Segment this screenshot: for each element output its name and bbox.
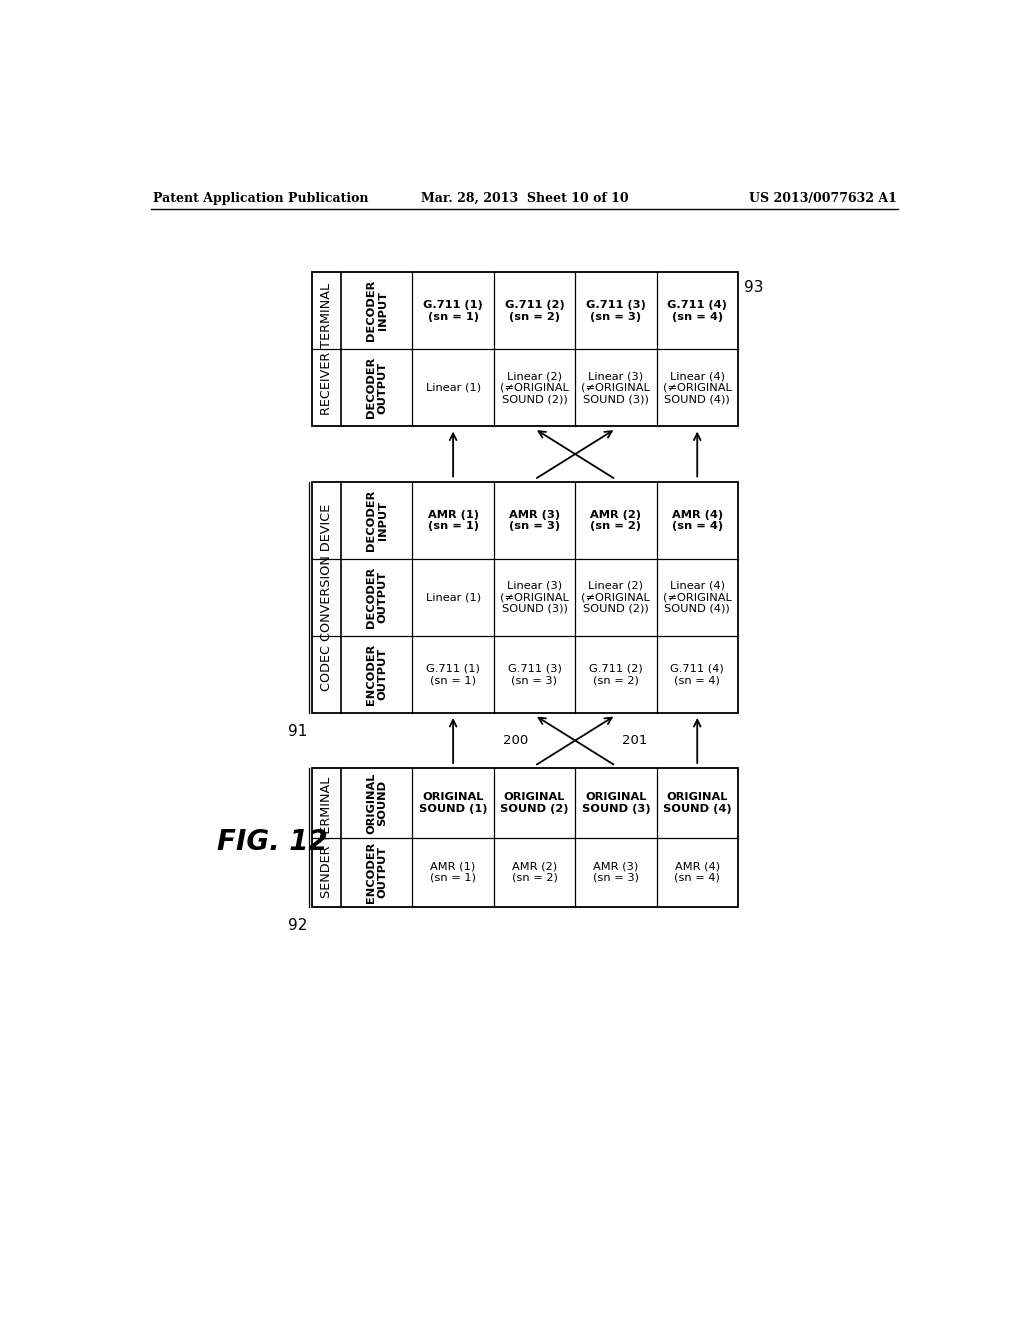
Text: AMR (1)
(sn = 1): AMR (1) (sn = 1)	[430, 862, 476, 883]
Text: AMR (2)
(sn = 2): AMR (2) (sn = 2)	[591, 510, 641, 531]
Text: Mar. 28, 2013  Sheet 10 of 10: Mar. 28, 2013 Sheet 10 of 10	[421, 191, 629, 205]
Text: ENCODER
OUTPUT: ENCODER OUTPUT	[366, 644, 387, 705]
Text: G.711 (2)
(sn = 2): G.711 (2) (sn = 2)	[505, 300, 564, 322]
Text: 92: 92	[289, 919, 308, 933]
Text: AMR (4)
(sn = 4): AMR (4) (sn = 4)	[674, 862, 720, 883]
Text: 201: 201	[622, 734, 647, 747]
Text: 93: 93	[744, 280, 764, 296]
Text: Linear (1): Linear (1)	[426, 383, 480, 393]
Text: ORIGINAL
SOUND (3): ORIGINAL SOUND (3)	[582, 792, 650, 813]
Text: Linear (3)
(≠ORIGINAL
SOUND (3)): Linear (3) (≠ORIGINAL SOUND (3))	[582, 371, 650, 404]
Text: US 2013/0077632 A1: US 2013/0077632 A1	[749, 191, 897, 205]
Text: DECODER
OUTPUT: DECODER OUTPUT	[366, 358, 387, 418]
Bar	[311, 768, 738, 907]
Text: DECODER
OUTPUT: DECODER OUTPUT	[366, 566, 387, 628]
Text: G.711 (1)
(sn = 1): G.711 (1) (sn = 1)	[426, 664, 480, 685]
Text: 91: 91	[289, 725, 308, 739]
Text: AMR (4)
(sn = 4): AMR (4) (sn = 4)	[672, 510, 723, 531]
Bar	[311, 482, 738, 713]
Text: ORIGINAL
SOUND (1): ORIGINAL SOUND (1)	[419, 792, 487, 813]
Text: G.711 (1)
(sn = 1): G.711 (1) (sn = 1)	[423, 300, 483, 322]
Text: AMR (1)
(sn = 1): AMR (1) (sn = 1)	[428, 510, 478, 531]
Text: AMR (2)
(sn = 2): AMR (2) (sn = 2)	[512, 862, 557, 883]
Text: SENDER TERMINAL: SENDER TERMINAL	[319, 777, 333, 898]
Text: 200: 200	[503, 734, 528, 747]
Text: RECEIVER TERMINAL: RECEIVER TERMINAL	[319, 284, 333, 416]
Text: Linear (3)
(≠ORIGINAL
SOUND (3)): Linear (3) (≠ORIGINAL SOUND (3))	[500, 581, 569, 614]
Text: Linear (2)
(≠ORIGINAL
SOUND (2)): Linear (2) (≠ORIGINAL SOUND (2))	[582, 581, 650, 614]
Text: Linear (4)
(≠ORIGINAL
SOUND (4)): Linear (4) (≠ORIGINAL SOUND (4))	[663, 581, 731, 614]
Text: FIG. 12: FIG. 12	[217, 829, 328, 857]
Text: Linear (4)
(≠ORIGINAL
SOUND (4)): Linear (4) (≠ORIGINAL SOUND (4))	[663, 371, 731, 404]
Text: Linear (2)
(≠ORIGINAL
SOUND (2)): Linear (2) (≠ORIGINAL SOUND (2))	[500, 371, 569, 404]
Text: DECODER
INPUT: DECODER INPUT	[366, 490, 387, 550]
Bar	[311, 272, 738, 426]
Text: G.711 (2)
(sn = 2): G.711 (2) (sn = 2)	[589, 664, 643, 685]
Text: AMR (3)
(sn = 3): AMR (3) (sn = 3)	[509, 510, 560, 531]
Text: Patent Application Publication: Patent Application Publication	[153, 191, 369, 205]
Text: ORIGINAL
SOUND (2): ORIGINAL SOUND (2)	[501, 792, 568, 813]
Text: G.711 (3)
(sn = 3): G.711 (3) (sn = 3)	[586, 300, 646, 322]
Text: AMR (3)
(sn = 3): AMR (3) (sn = 3)	[593, 862, 639, 883]
Text: ORIGINAL
SOUND (4): ORIGINAL SOUND (4)	[663, 792, 731, 813]
Text: Linear (1): Linear (1)	[426, 593, 480, 602]
Text: G.711 (4)
(sn = 4): G.711 (4) (sn = 4)	[671, 664, 724, 685]
Text: ENCODER
OUTPUT: ENCODER OUTPUT	[366, 842, 387, 903]
Text: CODEC CONVERSION DEVICE: CODEC CONVERSION DEVICE	[319, 504, 333, 690]
Text: G.711 (3)
(sn = 3): G.711 (3) (sn = 3)	[508, 664, 561, 685]
Text: G.711 (4)
(sn = 4): G.711 (4) (sn = 4)	[668, 300, 727, 322]
Text: DECODER
INPUT: DECODER INPUT	[366, 280, 387, 342]
Text: ORIGINAL
SOUND: ORIGINAL SOUND	[366, 772, 387, 833]
